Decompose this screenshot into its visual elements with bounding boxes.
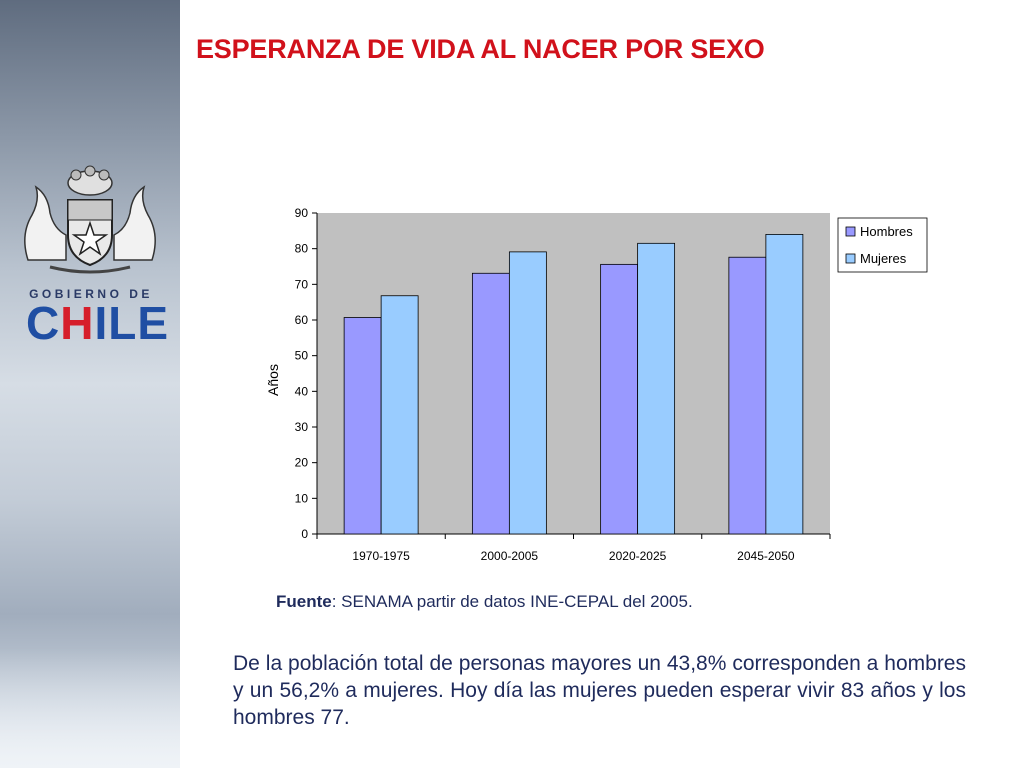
- legend-swatch-mujeres: [845, 253, 856, 264]
- bar-hombres-2000-2005: [471, 272, 510, 535]
- legend-label-mujeres: Mujeres: [860, 251, 907, 266]
- y-tick-label: 40: [295, 384, 309, 398]
- x-tick-label: 2045-2050: [737, 549, 795, 563]
- source-label: Fuente: [276, 592, 332, 611]
- bar-mujeres-2000-2005: [508, 251, 547, 535]
- y-tick-label: 90: [295, 206, 309, 220]
- x-tick-label: 2000-2005: [481, 549, 539, 563]
- slide-title: ESPERANZA DE VIDA AL NACER POR SEXO: [196, 34, 765, 64]
- legend: Hombres Mujeres: [837, 217, 928, 273]
- bar-mujeres-1970-1975: [380, 295, 419, 535]
- y-tick-label: 20: [295, 456, 309, 470]
- source-text: : SENAMA partir de datos INE-CEPAL del 2…: [331, 592, 693, 611]
- y-tick-label: 0: [301, 527, 308, 541]
- y-tick-label: 70: [295, 277, 309, 291]
- bar-chart: 0 10 20 30 40 50 60 70 80 90 1970-1975 2000-2005 20…: [265, 206, 928, 563]
- bar-hombres-2020-2025: [600, 263, 639, 535]
- bar-mujeres-2045-2050: [765, 233, 804, 535]
- bars: [343, 233, 804, 535]
- y-tick-label: 80: [295, 242, 309, 256]
- source-note: Fuente: SENAMA partir de datos INE-CEPAL…: [276, 592, 693, 612]
- y-tick-label: 30: [295, 420, 309, 434]
- bar-mujeres-2020-2025: [637, 242, 676, 535]
- y-axis: 0 10 20 30 40 50 60 70 80 90: [295, 206, 318, 541]
- bar-hombres-1970-1975: [343, 317, 382, 535]
- legend-label-hombres: Hombres: [860, 224, 913, 239]
- x-axis: 1970-1975 2000-2005 2020-2025 2045-2050: [316, 533, 831, 563]
- x-tick-label: 1970-1975: [352, 549, 410, 563]
- bar-hombres-2045-2050: [728, 256, 767, 535]
- y-axis-label: Años: [265, 364, 281, 396]
- legend-swatch-hombres: [845, 226, 856, 237]
- coat-of-arms-icon: [24, 165, 156, 274]
- y-tick-label: 60: [295, 313, 309, 327]
- x-tick-label: 2020-2025: [609, 549, 667, 563]
- logo-chile-text: CHILE: [26, 297, 170, 349]
- y-tick-label: 10: [295, 491, 309, 505]
- body-paragraph: De la población total de personas mayore…: [233, 652, 966, 729]
- sidebar-background: GOBIERNO DE CHILE: [0, 0, 180, 768]
- logo-gobierno-text: GOBIERNO DE: [29, 287, 153, 301]
- y-tick-label: 50: [295, 349, 309, 363]
